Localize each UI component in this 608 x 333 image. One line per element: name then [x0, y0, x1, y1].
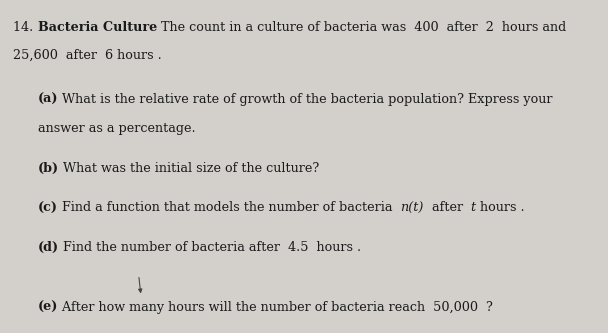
Text: (e): (e) [38, 301, 58, 314]
Text: 25,600  after  6 hours .: 25,600 after 6 hours . [13, 48, 162, 61]
Text: What is the relative rate of growth of the bacteria population? Express your: What is the relative rate of growth of t… [58, 93, 553, 106]
Text: after: after [424, 201, 471, 214]
Text: 14.: 14. [13, 21, 38, 34]
Text: Bacteria Culture: Bacteria Culture [38, 21, 157, 34]
Text: (b): (b) [38, 162, 59, 174]
Text: n(t): n(t) [400, 201, 424, 214]
Text: The count in a culture of bacteria was  400  after  2  hours and: The count in a culture of bacteria was 4… [157, 21, 566, 34]
Text: (a): (a) [38, 93, 58, 106]
Text: (d): (d) [38, 241, 59, 254]
Text: What was the initial size of the culture?: What was the initial size of the culture… [59, 162, 319, 174]
Text: t: t [471, 201, 476, 214]
Text: Find the number of bacteria after  4.5  hours .: Find the number of bacteria after 4.5 ho… [59, 241, 361, 254]
Text: answer as a percentage.: answer as a percentage. [38, 122, 195, 135]
Text: Find a function that models the number of bacteria: Find a function that models the number o… [58, 201, 400, 214]
Text: hours .: hours . [476, 201, 525, 214]
Text: (c): (c) [38, 201, 58, 214]
Text: After how many hours will the number of bacteria reach  50,000  ?: After how many hours will the number of … [58, 301, 493, 314]
